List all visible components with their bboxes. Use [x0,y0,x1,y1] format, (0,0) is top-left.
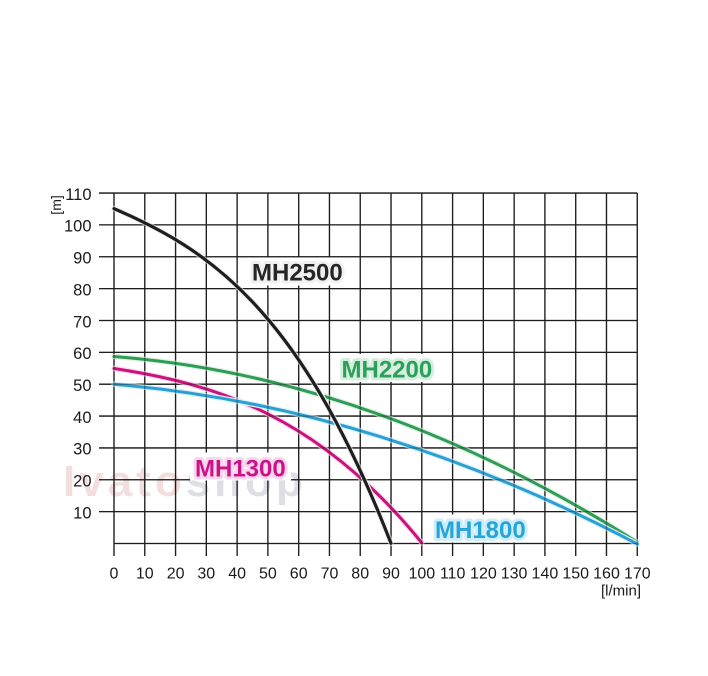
svg-text:140: 140 [532,566,559,583]
svg-text:160: 160 [593,566,620,583]
svg-text:110: 110 [440,566,466,583]
svg-text:60: 60 [73,345,91,363]
svg-text:10: 10 [136,566,154,583]
svg-text:150: 150 [562,566,589,583]
svg-text:110: 110 [65,186,91,204]
svg-text:MH2200: MH2200 [342,357,433,384]
svg-text:100: 100 [408,566,435,583]
svg-text:MH1300: MH1300 [195,456,286,483]
svg-text:80: 80 [73,281,91,299]
svg-text:10: 10 [73,504,91,522]
svg-text:30: 30 [73,441,91,459]
svg-text:50: 50 [73,377,91,395]
svg-text:30: 30 [197,566,215,583]
svg-text:40: 40 [73,409,91,427]
svg-text:90: 90 [73,250,91,268]
svg-text:170: 170 [624,566,651,583]
svg-text:60: 60 [290,566,308,583]
svg-text:20: 20 [167,566,185,583]
svg-text:40: 40 [228,566,246,583]
svg-text:70: 70 [321,566,339,583]
svg-text:50: 50 [259,566,277,583]
svg-text:80: 80 [351,566,369,583]
svg-text:130: 130 [501,566,528,583]
svg-text:0: 0 [110,566,119,583]
svg-text:MH2500: MH2500 [252,260,343,287]
svg-text:[m]: [m] [48,195,64,214]
svg-text:90: 90 [382,566,400,583]
svg-text:70: 70 [73,313,91,331]
svg-text:[l/min]: [l/min] [601,583,641,600]
svg-text:100: 100 [64,218,92,236]
svg-text:120: 120 [470,566,497,583]
svg-text:MH1800: MH1800 [435,517,526,544]
svg-text:20: 20 [73,473,91,491]
